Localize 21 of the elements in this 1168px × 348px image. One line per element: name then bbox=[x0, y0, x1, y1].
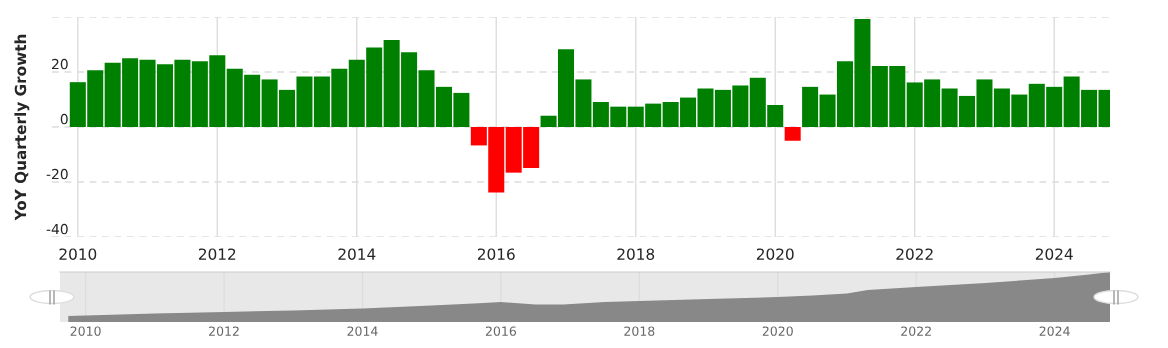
x-tick-label: 2012 bbox=[198, 248, 236, 260]
x-tick-label: 2024 bbox=[1039, 326, 1070, 336]
x-tick-label: 2020 bbox=[756, 248, 794, 260]
y-tick-label: -20 bbox=[46, 168, 68, 180]
x-tick-label: 2014 bbox=[338, 248, 376, 260]
x-tick-label: 2024 bbox=[1035, 248, 1073, 260]
x-tick-label: 2018 bbox=[624, 326, 655, 336]
x-tick-label: 2016 bbox=[477, 248, 515, 260]
x-tick-label: 2020 bbox=[762, 326, 793, 336]
x-tick-label: 2012 bbox=[209, 326, 239, 336]
x-tick-label: 2010 bbox=[59, 248, 97, 260]
x-tick-label: 2016 bbox=[485, 326, 517, 336]
x-tick-label: 2018 bbox=[617, 248, 655, 260]
x-tick-label: 2022 bbox=[901, 326, 931, 336]
x-tick-label: 2022 bbox=[896, 248, 933, 260]
x-tick-label: 2014 bbox=[347, 326, 378, 336]
y-axis-title: YoY Quarterly Growth bbox=[14, 34, 30, 221]
y-tick-label: 20 bbox=[52, 58, 68, 70]
y-tick-label: -40 bbox=[46, 223, 68, 235]
y-tick-label: 0 bbox=[60, 113, 68, 125]
x-tick-label: 2010 bbox=[70, 326, 101, 336]
